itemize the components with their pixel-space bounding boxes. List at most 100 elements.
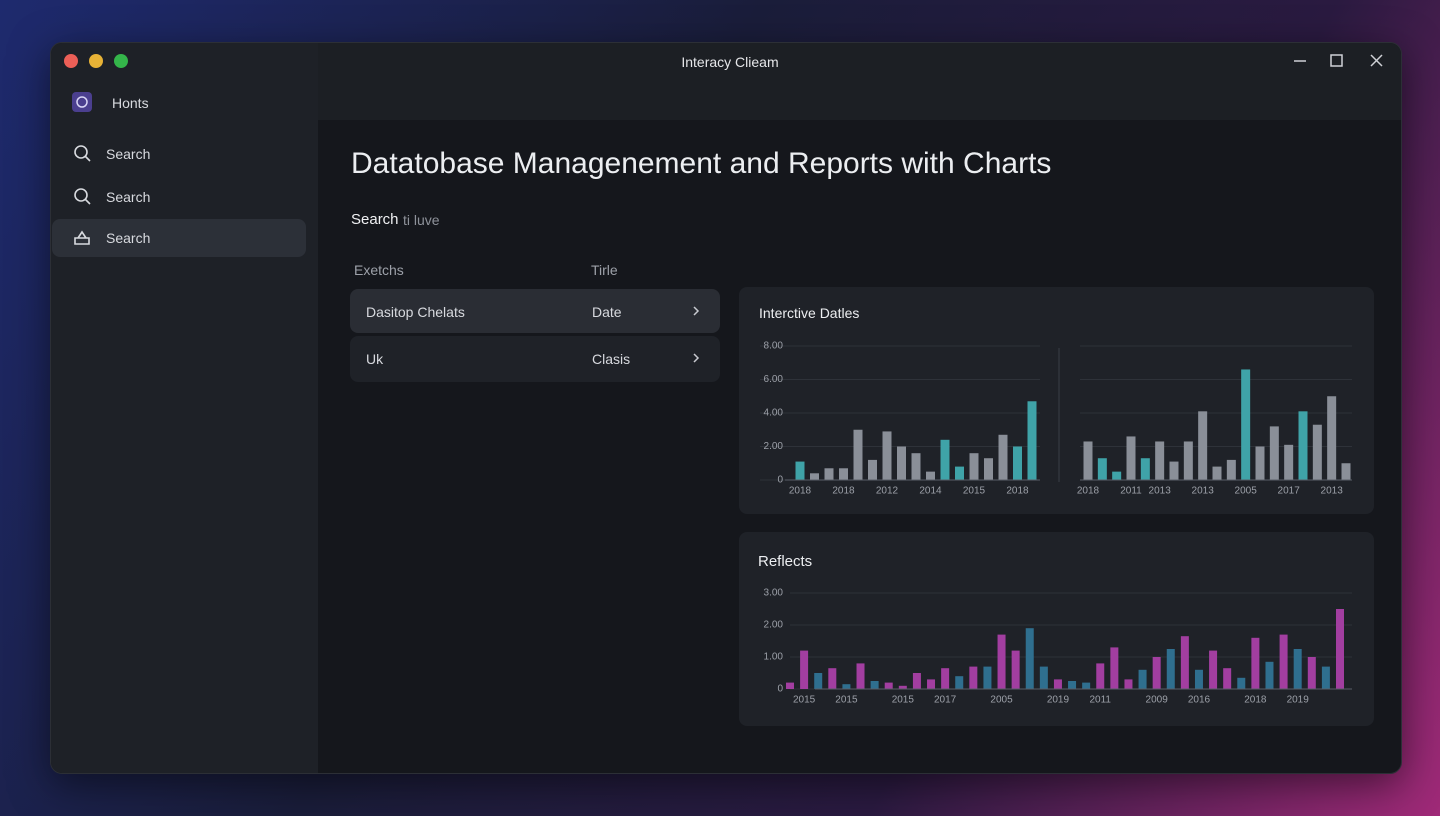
x-tick-label: 2017 [1278, 486, 1301, 497]
bar [884, 682, 893, 689]
x-tick-label: 2012 [876, 486, 899, 497]
y-tick-label: 2.00 [764, 441, 784, 452]
search-label[interactable]: Search [351, 211, 399, 228]
app-icon [72, 92, 92, 112]
y-tick-label: 8.00 [764, 341, 784, 352]
bar [1341, 463, 1351, 480]
bar [897, 446, 906, 480]
sidebar-item[interactable]: Search [106, 189, 151, 205]
bar [1053, 679, 1062, 689]
bar [1269, 426, 1279, 480]
bar [1027, 401, 1037, 480]
bar [898, 685, 907, 689]
x-tick-label: 2017 [934, 695, 957, 706]
bar [1312, 424, 1322, 480]
chart-title: Reflects [758, 553, 813, 570]
bar [1209, 650, 1218, 689]
bar [1155, 441, 1165, 480]
bar [1124, 679, 1133, 689]
bar [839, 468, 848, 480]
title-bar [318, 43, 1401, 120]
search-icons [74, 145, 91, 245]
x-tick-label: 2015 [963, 486, 986, 497]
y-tick-label: 0 [777, 684, 783, 695]
bar [810, 473, 819, 480]
table-cell: Uk [366, 351, 384, 367]
bar [1126, 436, 1136, 480]
x-tick-label: 2013 [1149, 486, 1172, 497]
row-chevrons [693, 306, 700, 363]
bar [1138, 669, 1147, 689]
bar [911, 453, 921, 480]
search-hint[interactable]: ti luve [403, 212, 440, 228]
bar [1183, 441, 1193, 480]
bar [1194, 669, 1203, 689]
sidebar-item[interactable]: Search [106, 146, 151, 162]
chart-panel [739, 532, 1374, 726]
table-row[interactable] [350, 336, 720, 382]
bar [1097, 458, 1107, 480]
app-icon-ring [76, 96, 88, 108]
x-tick-label: 2018 [832, 486, 855, 497]
bar [1226, 459, 1236, 480]
bar [912, 673, 921, 689]
bar [1039, 666, 1048, 689]
bar [1321, 666, 1330, 689]
bar [984, 458, 993, 480]
x-tick-label: 2018 [1244, 695, 1267, 706]
sidebar-item[interactable]: Search [106, 230, 151, 246]
bar [1255, 446, 1265, 480]
x-tick-label: 2005 [990, 695, 1013, 706]
table-header: Exetchs [354, 262, 404, 278]
y-tick-label: 4.00 [764, 408, 784, 419]
bar [1284, 444, 1294, 480]
x-tick-label: 2016 [1188, 695, 1211, 706]
x-tick-label: 2018 [789, 486, 812, 497]
bar [1152, 657, 1161, 689]
close-dot[interactable] [64, 54, 78, 68]
x-tick-label: 2009 [1146, 695, 1169, 706]
bar [1140, 458, 1150, 480]
bar [997, 634, 1006, 689]
bar [1180, 636, 1189, 689]
x-tick-label: 2018 [1077, 486, 1100, 497]
page-title: Datatobase Managenement and Reports with… [351, 147, 1052, 180]
x-tick-label: 2015 [793, 695, 816, 706]
bar [853, 429, 863, 480]
bar [824, 468, 834, 480]
x-tick-label: 2013 [1192, 486, 1215, 497]
y-tick-label: 0 [777, 475, 783, 486]
bar [856, 663, 865, 689]
maximize-icon[interactable] [1330, 54, 1343, 67]
sidebar-active-item[interactable] [52, 219, 306, 257]
bar [927, 679, 936, 689]
bar [1251, 637, 1260, 689]
bar [1025, 628, 1034, 689]
bar [1327, 396, 1337, 480]
bar [1279, 634, 1288, 689]
x-tick-label: 2013 [1321, 486, 1344, 497]
bar [941, 668, 950, 689]
bar [969, 666, 978, 689]
sidebar-item[interactable]: Honts [112, 95, 149, 111]
table-row[interactable] [350, 289, 720, 333]
bar [955, 466, 964, 480]
bar [1336, 609, 1344, 689]
x-tick-label: 2019 [1287, 695, 1310, 706]
minimize-dot[interactable] [89, 54, 103, 68]
bar [955, 676, 964, 689]
chart-title: Interctive Datles [759, 305, 860, 321]
y-tick-label: 3.00 [764, 588, 784, 599]
close-icon[interactable] [1370, 54, 1383, 67]
bar [786, 682, 794, 689]
bar [1237, 677, 1246, 689]
x-tick-label: 2019 [1047, 695, 1070, 706]
bar [868, 459, 877, 480]
x-tick-label: 2011 [1120, 486, 1142, 497]
bar [969, 453, 979, 480]
bar [1298, 411, 1308, 480]
zoom-dot[interactable] [114, 54, 128, 68]
bar [1096, 663, 1105, 689]
